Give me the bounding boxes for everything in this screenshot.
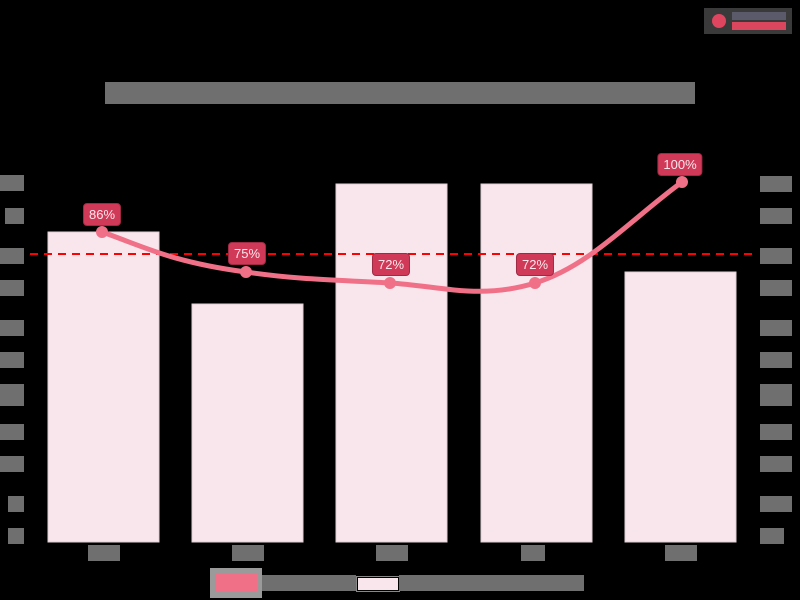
legend-line-swatch — [210, 568, 262, 598]
legend-line-label — [262, 575, 356, 591]
legend-bar-label — [399, 575, 584, 591]
data-label: 75% — [227, 242, 267, 265]
legend-bar-swatch — [356, 576, 400, 592]
brand-logo — [704, 8, 792, 34]
logo-icon — [712, 14, 726, 28]
chart-title — [105, 82, 695, 104]
data-label: 86% — [82, 203, 122, 226]
data-label: 100% — [657, 153, 703, 176]
bars — [47, 183, 737, 543]
data-label: 72% — [371, 253, 411, 276]
data-label: 72% — [515, 253, 555, 276]
